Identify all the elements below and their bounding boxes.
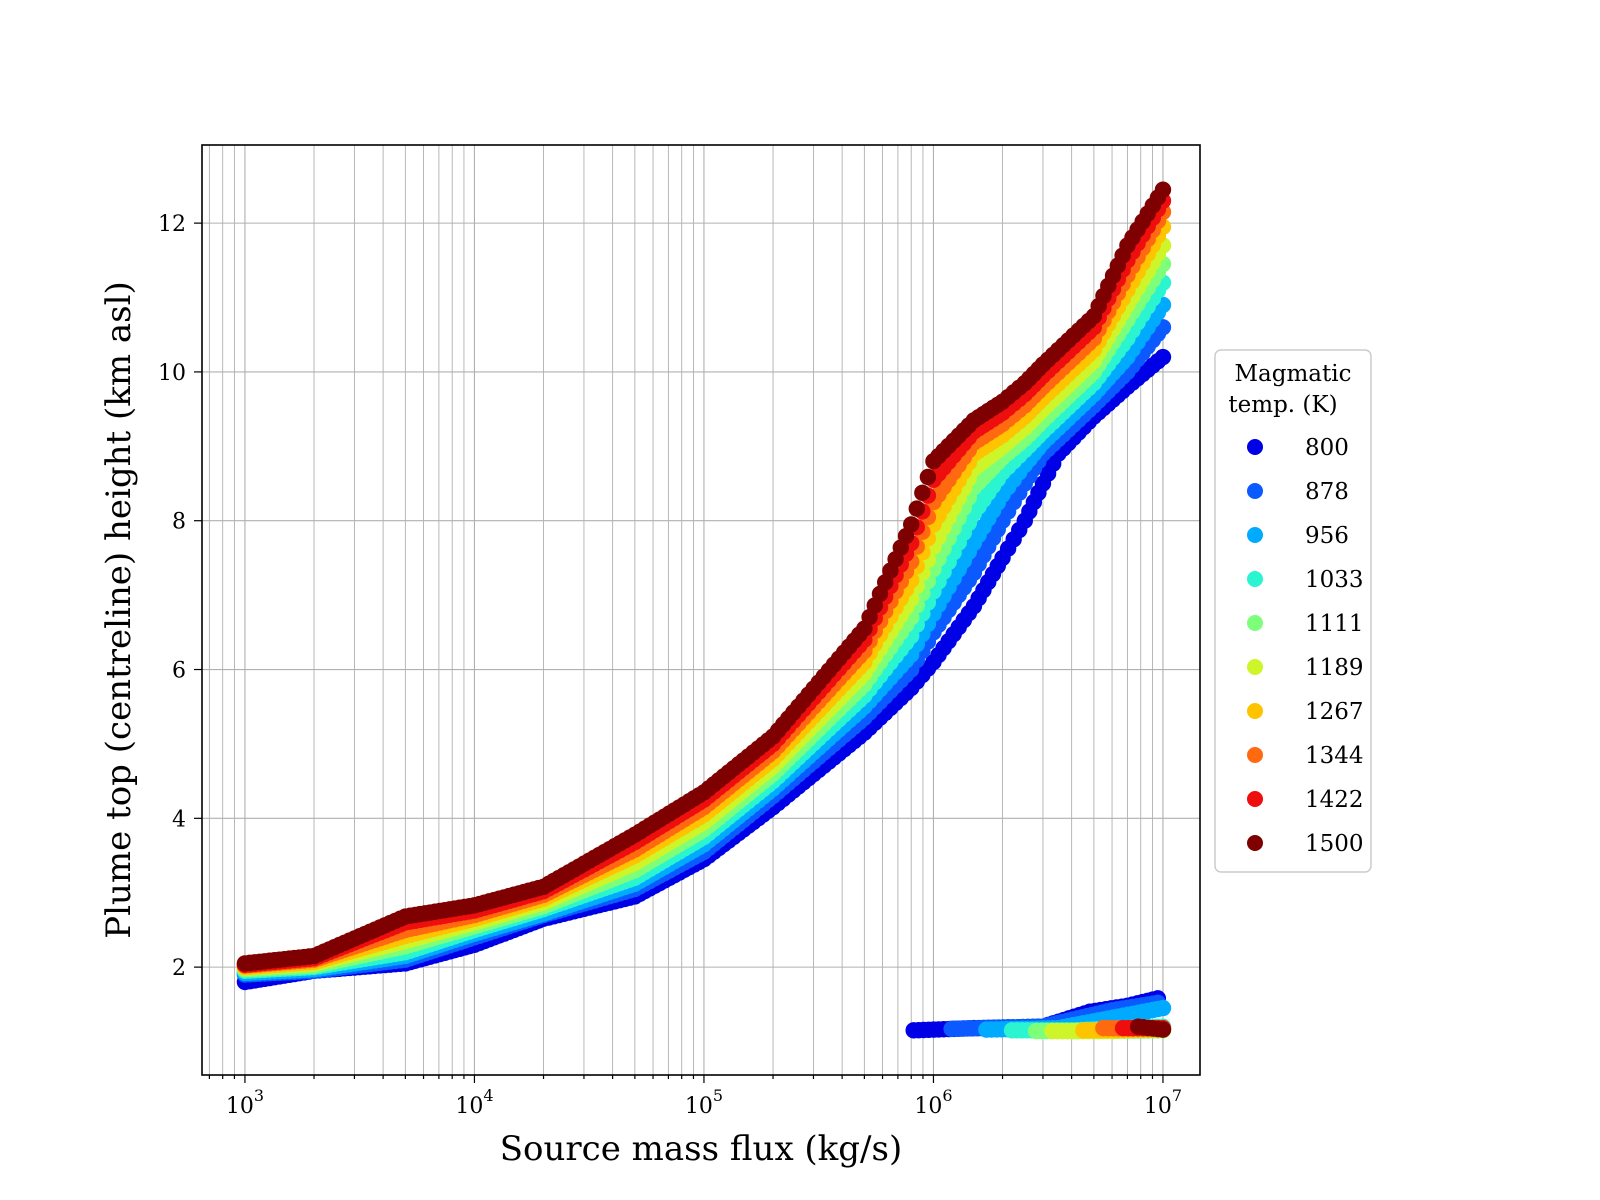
- data-point: [1154, 181, 1172, 198]
- data-point: [903, 516, 920, 533]
- plot-frame: [201, 144, 1201, 1076]
- axis-ticks: 103 104 105 106 107 2 4 6 8 10 12: [158, 212, 1182, 1119]
- y-tick-label: 8: [172, 510, 186, 535]
- legend-label: 800: [1305, 435, 1349, 461]
- y-tick-label: 4: [172, 807, 186, 832]
- legend-marker: [1247, 571, 1263, 587]
- legend-label: 878: [1305, 479, 1349, 505]
- data-point: [1154, 348, 1172, 366]
- legend-label: 956: [1305, 523, 1349, 549]
- legend-label: 1344: [1305, 743, 1364, 769]
- legend-box: [1214, 349, 1372, 873]
- legend: Magmatic temp. (K) 800 878 956 1033 1111 1189…: [1214, 349, 1372, 873]
- legend-label: 1500: [1305, 831, 1364, 857]
- legend-marker: [1247, 747, 1263, 763]
- x-tick-label: 105: [685, 1086, 723, 1119]
- x-tick-label: 107: [1144, 1086, 1182, 1119]
- y-tick-label: 12: [158, 212, 186, 237]
- x-tick-label: 104: [455, 1086, 493, 1119]
- x-axis-label: Source mass flux (kg/s): [500, 1129, 902, 1169]
- legend-marker: [1247, 835, 1263, 851]
- y-tick-label: 2: [172, 956, 186, 981]
- legend-marker: [1247, 439, 1263, 455]
- series-1500: [236, 181, 1172, 972]
- y-tick-label: 10: [158, 361, 186, 386]
- legend-marker: [1247, 659, 1263, 675]
- legend-label: 1267: [1305, 699, 1364, 725]
- data-points: [236, 181, 1172, 1040]
- legend-label: 1111: [1305, 611, 1364, 637]
- x-tick-label: 106: [914, 1086, 952, 1119]
- legend-title-line1: Magmatic: [1235, 361, 1352, 387]
- data-point: [1154, 999, 1172, 1017]
- legend-marker: [1247, 527, 1263, 543]
- legend-label: 1422: [1305, 787, 1364, 813]
- legend-marker: [1247, 791, 1263, 807]
- y-tick-label: 6: [172, 659, 186, 684]
- data-point: [919, 468, 937, 486]
- data-point: [1154, 1021, 1172, 1038]
- lower-branch-1500: [1130, 1018, 1172, 1038]
- y-axis-label: Plume top (centreline) height (km asl): [99, 281, 139, 939]
- legend-title-line2: temp. (K): [1228, 392, 1337, 418]
- data-point: [908, 500, 925, 517]
- legend-label: 1033: [1305, 567, 1364, 593]
- legend-label: 1189: [1305, 655, 1364, 681]
- legend-entries: 800 878 956 1033 1111 1189 1267 1344 1422 1500: [1247, 435, 1364, 857]
- data-point: [914, 484, 931, 502]
- legend-marker: [1247, 703, 1263, 719]
- x-tick-label: 103: [226, 1086, 264, 1119]
- legend-marker: [1247, 615, 1263, 631]
- legend-marker: [1247, 483, 1263, 499]
